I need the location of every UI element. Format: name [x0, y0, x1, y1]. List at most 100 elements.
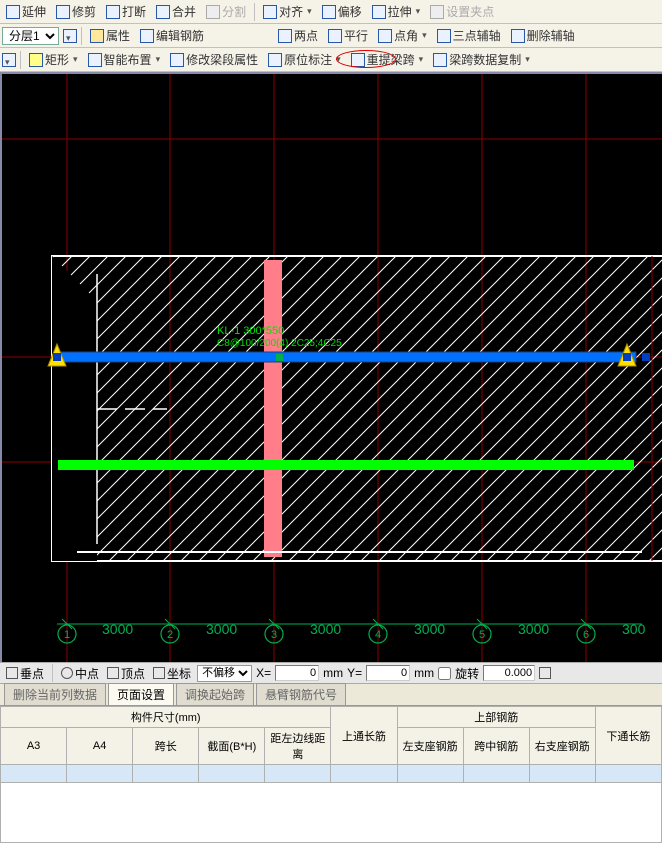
- smart-layout-icon: [88, 53, 102, 67]
- split-icon: [206, 5, 220, 19]
- separator: [254, 3, 255, 21]
- col-span: 跨长: [133, 728, 199, 765]
- grp-upper: 上部钢筋: [397, 707, 595, 728]
- column-pink: [264, 260, 282, 557]
- svg-text:2: 2: [167, 629, 173, 641]
- snap-coord[interactable]: 坐标: [151, 665, 193, 682]
- svg-text:6: 6: [583, 629, 589, 641]
- col-midspan: 跨中钢筋: [463, 728, 529, 765]
- layer-vis-button[interactable]: [63, 29, 77, 43]
- extend-icon: [6, 5, 20, 19]
- selection-mark: [276, 354, 283, 361]
- col-leftseat: 左支座钢筋: [397, 728, 463, 765]
- copy-span-button[interactable]: 梁跨数据复制: [429, 50, 534, 70]
- col-a4: A4: [67, 728, 133, 765]
- stretch-button[interactable]: 拉伸: [368, 2, 425, 22]
- svg-text:3000: 3000: [102, 621, 133, 637]
- x-unit: mm: [323, 666, 343, 680]
- snap-bar: 垂点 中点 顶点 坐标 不偏移 X= mm Y= mm 旋转: [0, 662, 662, 684]
- toolbar-edit: 延伸 修剪 打断 合并 分割 对齐 偏移 拉伸 设置夹点: [0, 0, 662, 24]
- reextract-icon: [351, 53, 365, 67]
- align-button[interactable]: 对齐: [259, 2, 316, 22]
- separator: [20, 51, 21, 69]
- orig-label-button[interactable]: 原位标注: [264, 50, 345, 70]
- snap-mid[interactable]: 中点: [59, 665, 101, 682]
- x-input[interactable]: [275, 665, 319, 681]
- offset-mode-select[interactable]: 不偏移: [197, 665, 252, 682]
- extend-button[interactable]: 延伸: [2, 2, 50, 22]
- snap-perp[interactable]: 垂点: [4, 665, 46, 682]
- svg-text:300: 300: [622, 621, 646, 637]
- svg-text:3000: 3000: [518, 621, 549, 637]
- x-label: X=: [256, 666, 271, 680]
- twopoint-icon: [278, 29, 292, 43]
- del-auxaxis-icon: [511, 29, 525, 43]
- cad-canvas[interactable]: KL-1 300*550 C8@100/200(4) 2C25;4C25 300…: [0, 72, 662, 662]
- properties-icon: [90, 29, 104, 43]
- beam-table: 构件尺寸(mm) 上通长筋 上部钢筋 下通长筋 A3 A4 跨长 截面(B*H)…: [0, 706, 662, 843]
- properties-button[interactable]: 属性: [86, 26, 134, 46]
- apex-icon: [107, 667, 119, 679]
- edit-rebar-button[interactable]: 编辑钢筋: [136, 26, 208, 46]
- break-icon: [106, 5, 120, 19]
- rotate-checkbox[interactable]: [438, 667, 451, 680]
- svg-text:1: 1: [64, 629, 70, 641]
- edit-beam-props-icon: [170, 53, 184, 67]
- reextract-button[interactable]: 重提梁跨: [347, 50, 428, 70]
- rotate-input[interactable]: [483, 665, 535, 681]
- col-leftedge: 距左边线距离: [265, 728, 331, 765]
- table-row[interactable]: [1, 783, 662, 843]
- y-label: Y=: [347, 666, 362, 680]
- col-rightseat: 右支座钢筋: [529, 728, 595, 765]
- col-a3: A3: [1, 728, 67, 765]
- tab-delete-col[interactable]: 删除当前列数据: [4, 683, 106, 705]
- merge-button[interactable]: 合并: [152, 2, 200, 22]
- tab-page-settings[interactable]: 页面设置: [108, 683, 174, 705]
- beam-blue: [54, 352, 636, 362]
- rotate-label: 旋转: [455, 665, 479, 682]
- col-upper-through: 上通长筋: [331, 707, 397, 765]
- gripset-button: 设置夹点: [426, 2, 498, 22]
- beam-green: [58, 460, 634, 470]
- table-group-row: 构件尺寸(mm) 上通长筋 上部钢筋 下通长筋: [1, 707, 662, 728]
- rect-button[interactable]: 矩形: [25, 50, 82, 70]
- col-lower: 下通长筋: [595, 707, 661, 765]
- trim-icon: [56, 5, 70, 19]
- copy-span-icon: [433, 53, 447, 67]
- del-auxaxis-button[interactable]: 删除辅轴: [507, 26, 579, 46]
- layer-select[interactable]: 分层1: [2, 27, 59, 45]
- snap-apex[interactable]: 顶点: [105, 665, 147, 682]
- stretch-icon: [372, 5, 386, 19]
- triaxial-icon: [437, 29, 451, 43]
- y-input[interactable]: [366, 665, 410, 681]
- y-unit: mm: [414, 666, 434, 680]
- rotate-unit-icon: [539, 667, 551, 679]
- cad-svg: KL-1 300*550 C8@100/200(4) 2C25;4C25 300…: [2, 74, 662, 662]
- rebar-icon: [140, 29, 154, 43]
- rect-icon: [29, 53, 43, 67]
- col-section: 截面(B*H): [199, 728, 265, 765]
- toolbar-layer: 分层1 属性 编辑钢筋 两点 平行 点角 三点辅轴 删除辅轴: [0, 24, 662, 48]
- triaxial-button[interactable]: 三点辅轴: [433, 26, 505, 46]
- draw-mode-button[interactable]: [2, 53, 16, 67]
- svg-text:3000: 3000: [310, 621, 341, 637]
- gripset-icon: [430, 5, 444, 19]
- tab-cantilever[interactable]: 悬臂钢筋代号: [256, 683, 346, 705]
- table-row[interactable]: [1, 765, 662, 783]
- edit-beam-props-button[interactable]: 修改梁段属性: [166, 50, 262, 70]
- trim-button[interactable]: 修剪: [52, 2, 100, 22]
- bottom-tabs: 删除当前列数据 页面设置 调换起始跨 悬臂钢筋代号: [0, 684, 662, 706]
- offset-button[interactable]: 偏移: [318, 2, 366, 22]
- tab-swap-start[interactable]: 调换起始跨: [176, 683, 254, 705]
- svg-text:3000: 3000: [414, 621, 445, 637]
- smart-layout-button[interactable]: 智能布置: [84, 50, 165, 70]
- grp-size: 构件尺寸(mm): [1, 707, 331, 728]
- orig-label-icon: [268, 53, 282, 67]
- dim-ticks: [57, 619, 642, 629]
- break-button[interactable]: 打断: [102, 2, 150, 22]
- dimension-texts: 3000 3000 3000 3000 3000 300: [102, 621, 646, 637]
- pointangle-button[interactable]: 点角: [374, 26, 431, 46]
- twopoint-button[interactable]: 两点: [274, 26, 322, 46]
- beam-label-1: KL-1 300*550: [217, 325, 284, 337]
- parallel-button[interactable]: 平行: [324, 26, 372, 46]
